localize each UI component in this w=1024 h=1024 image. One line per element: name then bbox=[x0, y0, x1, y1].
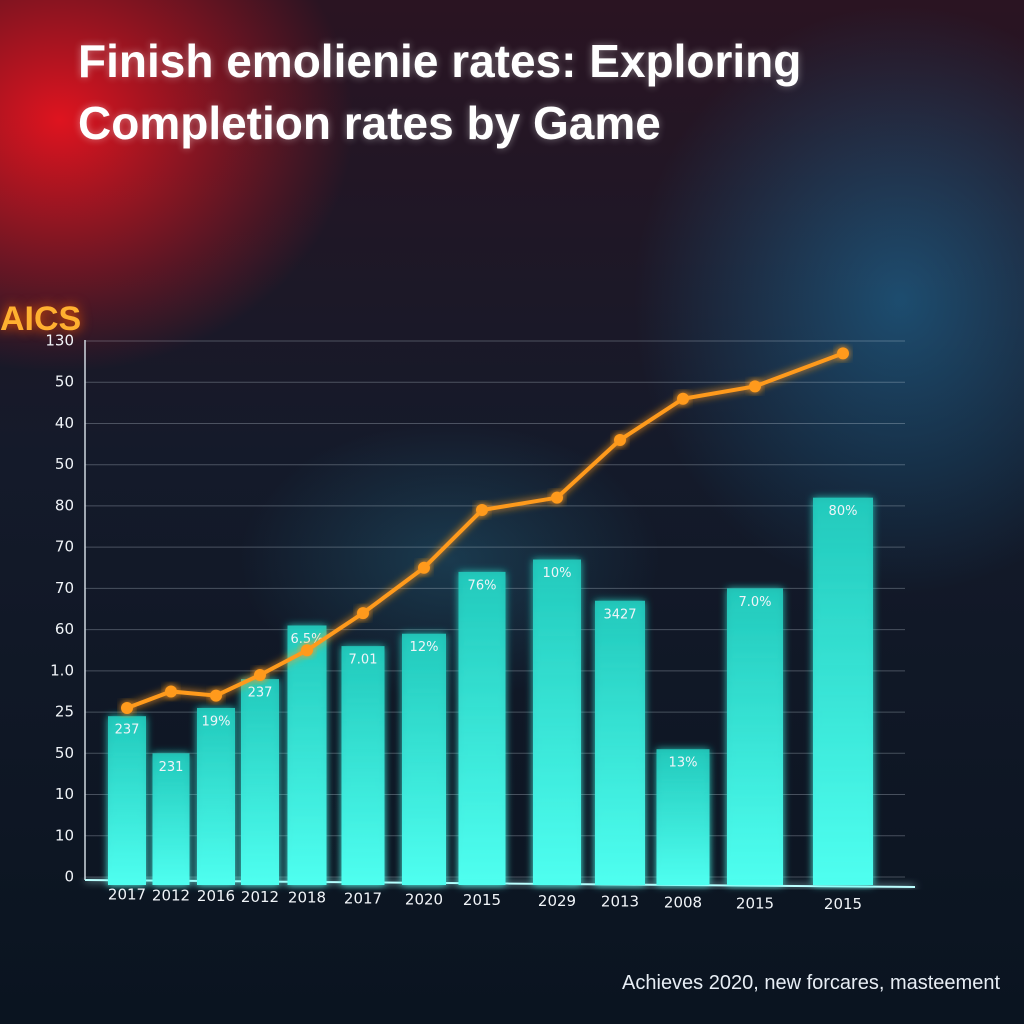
value-label: 3427 bbox=[603, 607, 636, 622]
value-label: 7.0% bbox=[738, 595, 771, 610]
value-label: 19% bbox=[202, 714, 231, 729]
line-point bbox=[301, 644, 313, 657]
value-label: 10% bbox=[543, 566, 572, 581]
chart-title: Finish emolienie rates: Exploring Comple… bbox=[78, 35, 802, 149]
bar bbox=[656, 749, 710, 885]
bar bbox=[727, 588, 783, 885]
x-tick-label: 2013 bbox=[601, 893, 639, 911]
line-point bbox=[418, 561, 430, 574]
x-tick-label: 2020 bbox=[405, 890, 443, 908]
x-tick-label: 2015 bbox=[463, 891, 501, 909]
y-tick-label: 25 bbox=[55, 703, 74, 721]
x-tick-label: 2008 bbox=[664, 894, 702, 912]
y-tick-label: 80 bbox=[55, 496, 74, 514]
line-point bbox=[357, 607, 369, 620]
x-tick-label: 2015 bbox=[736, 894, 774, 912]
y-tick-label: 1.0 bbox=[50, 661, 74, 679]
line-point bbox=[677, 392, 689, 405]
line-point bbox=[210, 689, 222, 702]
value-label: 237 bbox=[115, 723, 140, 738]
x-tick-label: 2012 bbox=[241, 888, 279, 906]
bar bbox=[402, 633, 446, 885]
y-tick-label: 70 bbox=[55, 579, 74, 597]
bar bbox=[152, 753, 190, 885]
line-point bbox=[614, 433, 626, 446]
bar bbox=[813, 497, 873, 885]
line-point bbox=[476, 504, 488, 517]
x-tick-label: 2016 bbox=[197, 887, 235, 905]
value-label: 80% bbox=[829, 504, 858, 519]
bar bbox=[458, 571, 506, 885]
y-tick-label: 70 bbox=[55, 538, 74, 556]
value-label: 76% bbox=[468, 578, 497, 593]
x-tick-label: 2017 bbox=[344, 890, 382, 908]
bar bbox=[197, 707, 235, 885]
x-tick-label: 2029 bbox=[538, 892, 576, 910]
value-label: 7.01 bbox=[349, 653, 378, 668]
x-tick-label: 2018 bbox=[288, 889, 326, 907]
line-point bbox=[551, 491, 563, 504]
y-tick-label: 10 bbox=[55, 785, 74, 803]
y-tick-label: 60 bbox=[55, 620, 74, 638]
y-tick-label: 50 bbox=[55, 455, 74, 473]
y-tick-label: 130 bbox=[45, 332, 74, 350]
y-tick-label: 50 bbox=[55, 373, 74, 391]
line-point bbox=[165, 685, 177, 698]
bar bbox=[595, 600, 645, 885]
x-tick-label: 2017 bbox=[108, 886, 146, 904]
y-tick-label: 40 bbox=[55, 414, 74, 432]
line-point bbox=[254, 668, 266, 681]
neon-sign: AICS bbox=[0, 300, 82, 338]
y-tick-label: 0 bbox=[64, 868, 74, 886]
y-tick-label: 50 bbox=[55, 744, 74, 762]
bar bbox=[533, 559, 581, 885]
line-point bbox=[121, 701, 133, 714]
line-point bbox=[837, 347, 849, 360]
value-label: 231 bbox=[159, 760, 184, 775]
x-tick-label: 2015 bbox=[824, 895, 862, 913]
bar bbox=[341, 646, 385, 885]
line-point bbox=[749, 380, 761, 393]
y-tick-label: 10 bbox=[55, 826, 74, 844]
value-label: 237 bbox=[248, 686, 273, 701]
bar bbox=[108, 716, 146, 885]
x-tick-label: 2012 bbox=[152, 886, 190, 904]
bar bbox=[287, 625, 327, 885]
footer: Achieves 2020, new forcares, masteement bbox=[622, 972, 1000, 994]
value-label: 12% bbox=[410, 640, 439, 655]
value-label: 13% bbox=[669, 756, 698, 771]
bar bbox=[241, 679, 279, 885]
